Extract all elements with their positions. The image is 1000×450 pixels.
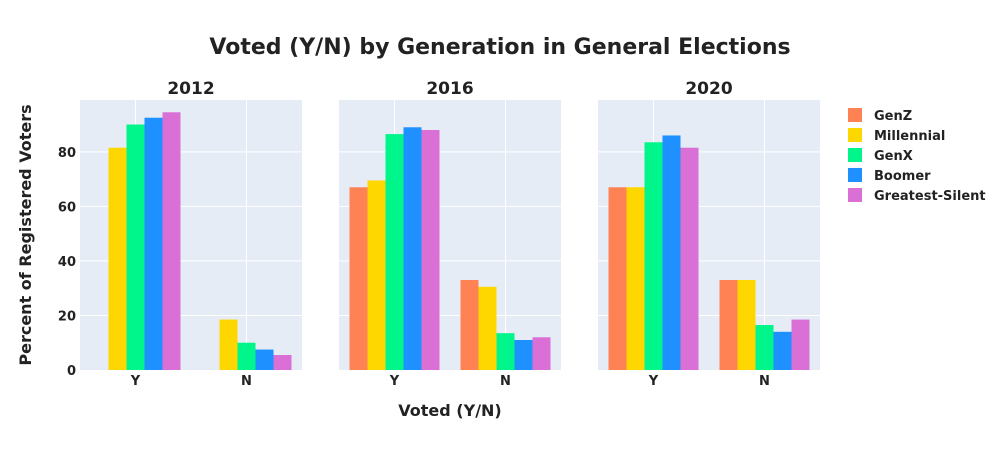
y-tick-label: 80	[58, 146, 76, 161]
legend[interactable]: GenZ Millennial GenX Boomer Greatest-Silent	[848, 108, 986, 204]
y-tick-label: 20	[58, 309, 76, 324]
bar-2020-Millennial-N[interactable]	[737, 280, 756, 370]
bar-2020-Millennial-Y[interactable]	[626, 187, 645, 370]
chart-title: Voted (Y/N) by Generation in General Ele…	[209, 35, 790, 60]
legend-label: GenZ	[874, 109, 912, 124]
bar-2016-Boomer-N[interactable]	[514, 340, 533, 370]
x-tick-label: Y	[130, 374, 141, 389]
y-tick-label: 0	[67, 364, 76, 379]
bar-2012-Boomer-N[interactable]	[255, 349, 274, 370]
bar-2012-GenX-Y[interactable]	[126, 124, 145, 370]
bar-2020-Greatest-Silent-Y[interactable]	[680, 147, 699, 370]
panel-title: 2012	[167, 79, 214, 99]
bar-2020-GenX-N[interactable]	[755, 325, 774, 370]
bar-2016-Boomer-Y[interactable]	[403, 127, 422, 370]
bar-2016-GenX-N[interactable]	[496, 333, 515, 370]
legend-item-GenZ[interactable]: GenZ	[848, 108, 912, 124]
bar-2012-Boomer-Y[interactable]	[144, 117, 163, 371]
legend-swatch	[848, 148, 862, 162]
bar-2012-Millennial-N[interactable]	[219, 319, 238, 370]
bar-2020-Boomer-N[interactable]	[773, 331, 792, 370]
y-axis-title: Percent of Registered Voters	[16, 104, 35, 365]
x-tick-label: Y	[648, 374, 659, 389]
legend-swatch	[848, 128, 862, 142]
legend-item-Boomer[interactable]: Boomer	[848, 168, 931, 184]
bar-2012-Millennial-Y[interactable]	[108, 147, 127, 370]
bar-2016-GenX-Y[interactable]	[385, 134, 404, 370]
legend-label: Millennial	[874, 129, 945, 144]
bar-2016-Greatest-Silent-Y[interactable]	[421, 130, 440, 370]
bar-2020-Greatest-Silent-N[interactable]	[791, 319, 810, 370]
x-axis-title: Voted (Y/N)	[398, 401, 501, 420]
y-tick-label: 60	[58, 200, 76, 215]
legend-swatch	[848, 188, 862, 202]
panel-title: 2016	[426, 79, 473, 99]
panel-2012: 2012 Y N 0 20 40 60 80	[58, 79, 302, 389]
panel-2016: 2016 Y N	[339, 79, 561, 389]
chart-panels: 2012 Y N 0 20 40 60 80 2016 Y N 2020 Y N	[58, 79, 820, 389]
legend-swatch	[848, 108, 862, 122]
bar-2016-GenZ-N[interactable]	[460, 280, 479, 370]
x-tick-label: N	[241, 374, 252, 389]
x-tick-label: Y	[389, 374, 400, 389]
legend-item-Millennial[interactable]: Millennial	[848, 128, 945, 144]
bar-2016-Millennial-N[interactable]	[478, 286, 497, 370]
bar-2012-GenX-N[interactable]	[237, 342, 256, 370]
bar-2016-GenZ-Y[interactable]	[349, 187, 368, 370]
bar-2020-GenZ-N[interactable]	[719, 280, 738, 370]
legend-item-Greatest-Silent[interactable]: Greatest-Silent	[848, 188, 986, 204]
x-tick-label: N	[500, 374, 511, 389]
bar-2020-GenZ-Y[interactable]	[608, 187, 627, 370]
panel-2020: 2020 Y N	[598, 79, 820, 389]
bar-2012-Greatest-Silent-Y[interactable]	[162, 112, 181, 370]
legend-label: GenX	[874, 149, 913, 164]
legend-item-GenX[interactable]: GenX	[848, 148, 913, 164]
bar-2012-Greatest-Silent-N[interactable]	[273, 355, 292, 370]
bar-2020-Boomer-Y[interactable]	[662, 135, 681, 370]
panel-title: 2020	[685, 79, 732, 99]
x-tick-label: N	[759, 374, 770, 389]
bar-2016-Millennial-Y[interactable]	[367, 180, 386, 370]
bar-2020-GenX-Y[interactable]	[644, 142, 663, 370]
legend-swatch	[848, 168, 862, 182]
bar-2016-Greatest-Silent-N[interactable]	[532, 337, 551, 370]
y-tick-label: 40	[58, 255, 76, 270]
legend-label: Greatest-Silent	[874, 189, 986, 204]
legend-label: Boomer	[874, 169, 931, 184]
